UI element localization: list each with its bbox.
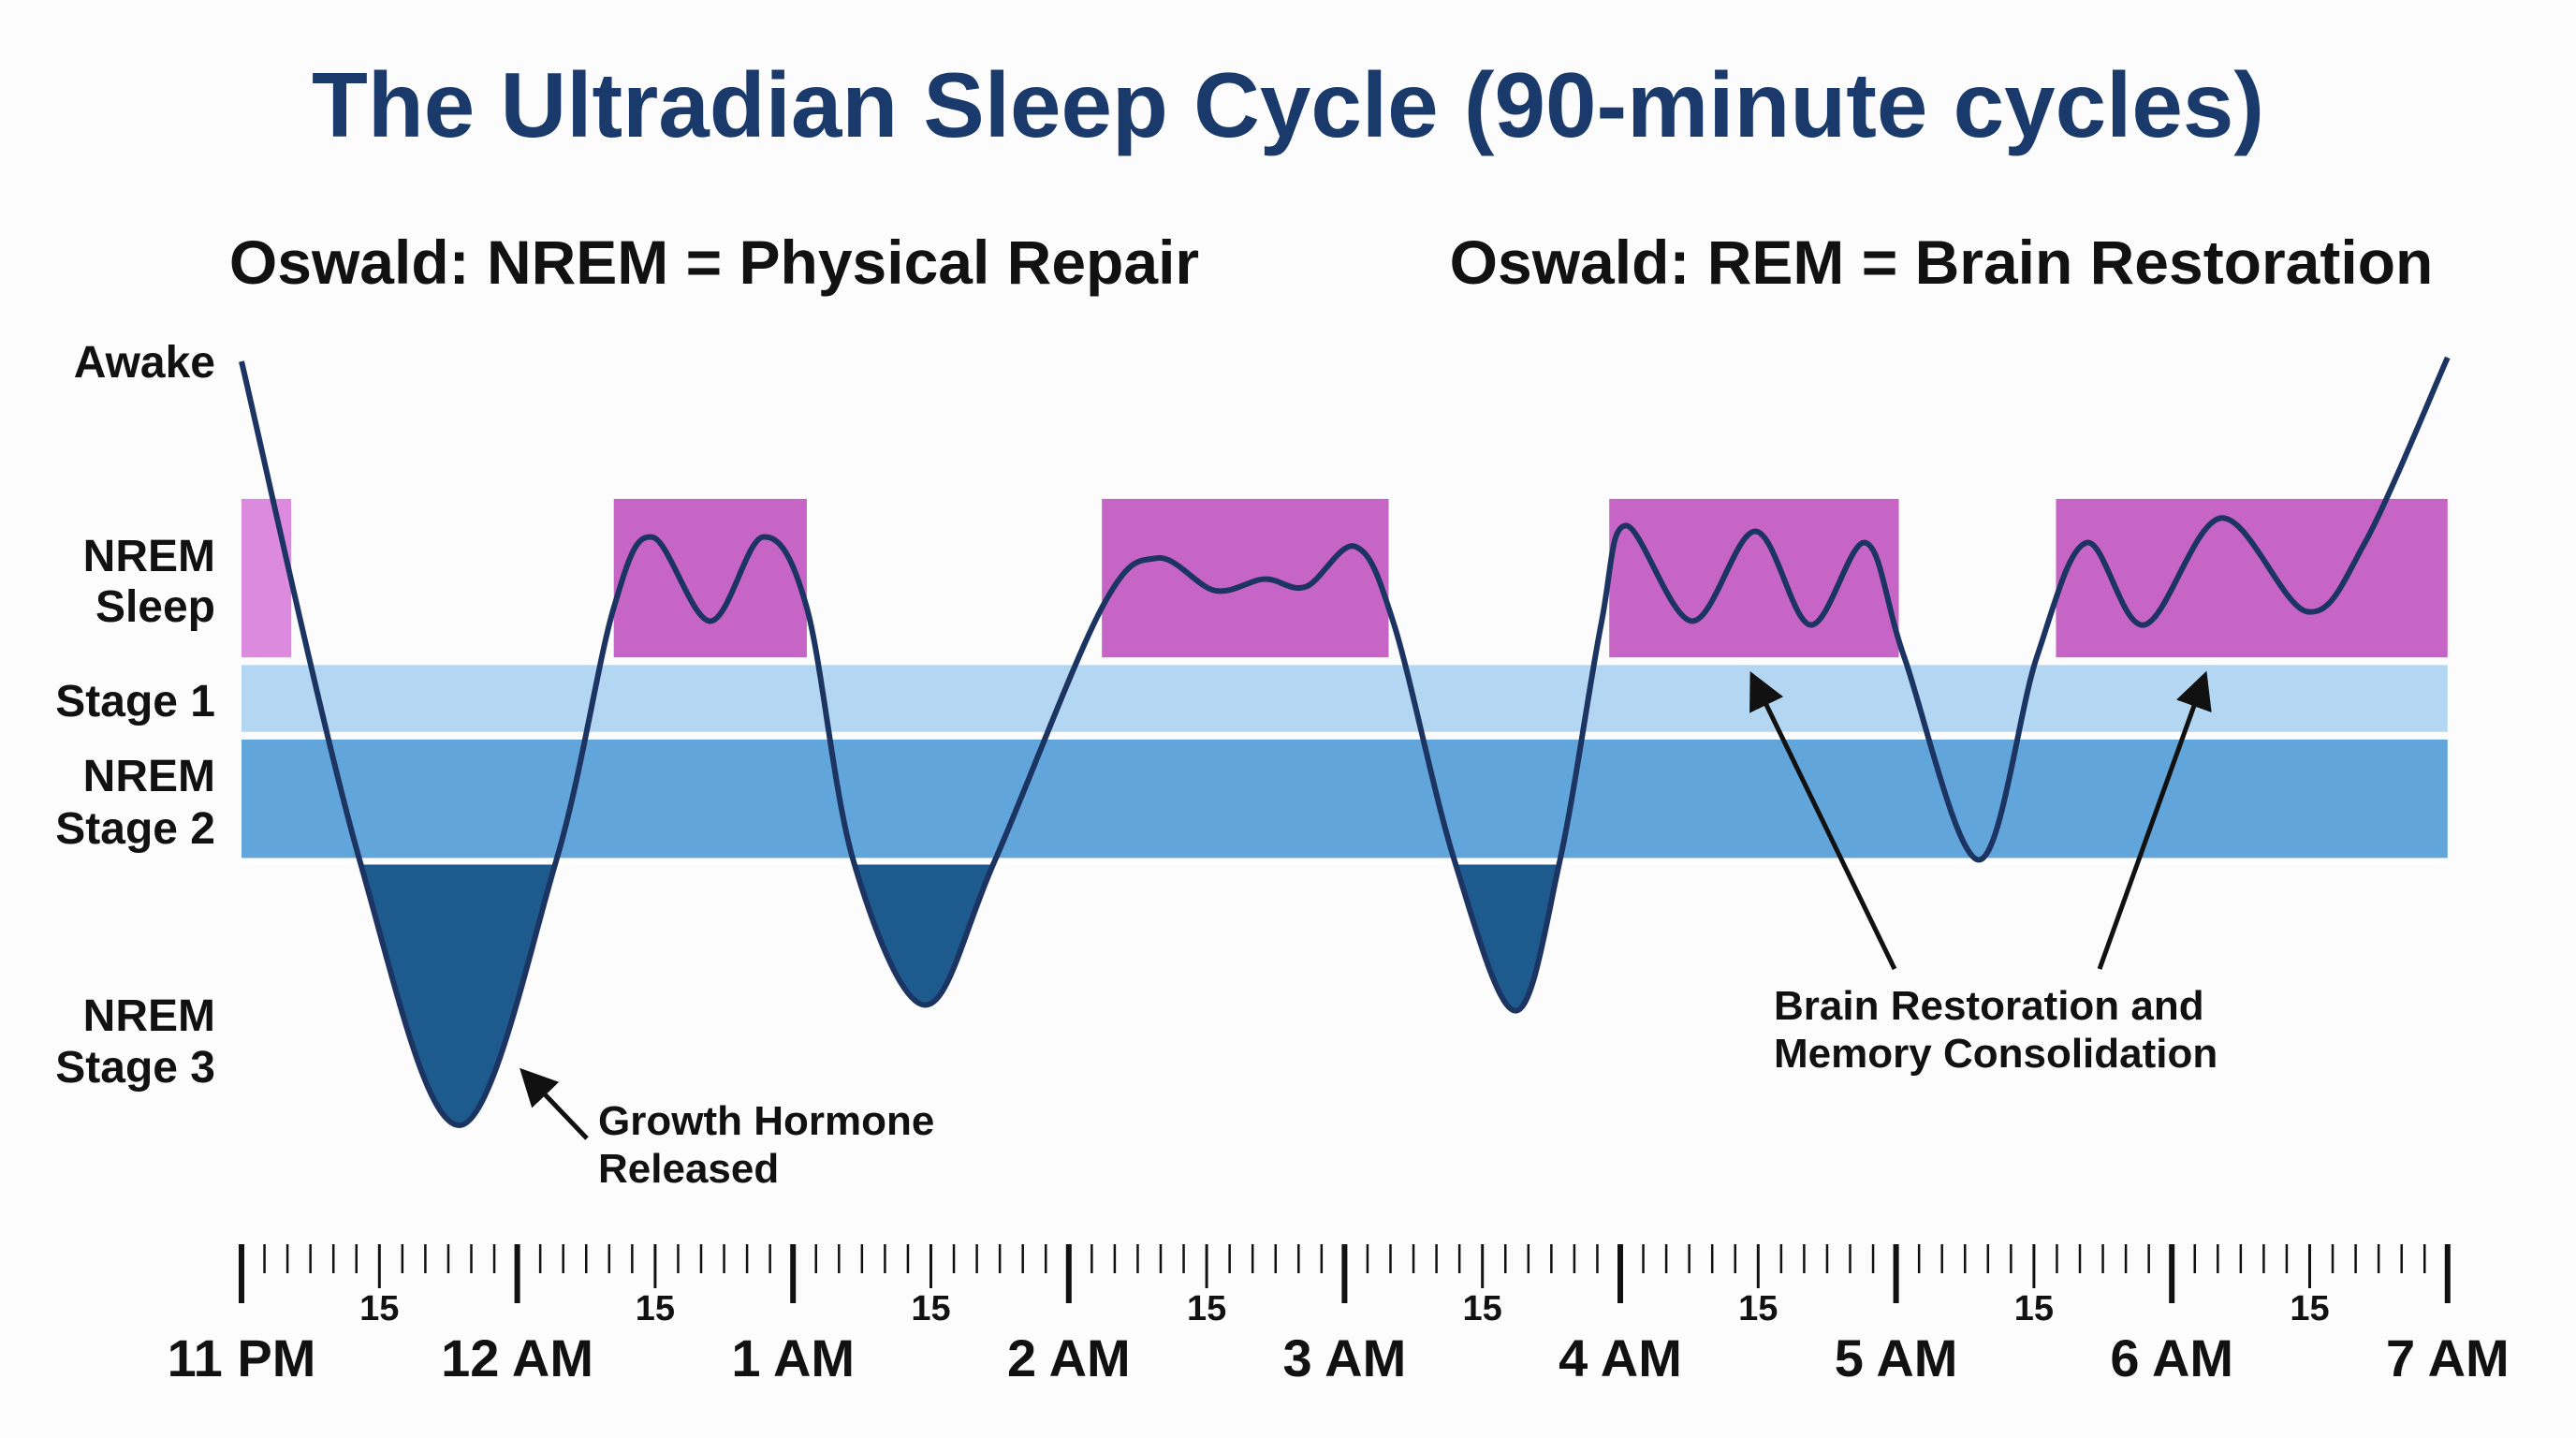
ylabel-awake: Awake — [74, 338, 215, 388]
hour-label: 11 PM — [168, 1328, 316, 1387]
stage2-band — [242, 739, 2448, 858]
minor-tick-label: 15 — [1738, 1289, 1778, 1328]
minor-tick-label: 15 — [2014, 1289, 2054, 1328]
annotation-text: Memory Consolidation — [1774, 1031, 2217, 1077]
rem-period-box — [242, 498, 292, 658]
rem-period-box — [1102, 498, 1389, 658]
hour-label: 1 AM — [731, 1328, 855, 1387]
rem-period-box — [2056, 498, 2448, 658]
subtitle-rem: Oswald: REM = Brain Restoration — [1450, 227, 2434, 297]
ylabel-stage2-2: Stage 2 — [55, 804, 215, 854]
minor-tick-label: 15 — [2290, 1289, 2329, 1328]
arrow-brain-restoration-2 — [2097, 670, 2212, 970]
subtitle-nrem: Oswald: NREM = Physical Repair — [229, 227, 1199, 297]
annotation-text: Growth Hormone — [598, 1098, 934, 1144]
rem-period-box — [613, 498, 807, 658]
hour-label: 7 AM — [2386, 1328, 2510, 1387]
annotation-text: Brain Restoration and — [1774, 983, 2204, 1029]
stage3-deep-sleep-fill — [359, 862, 1560, 1125]
ylabel-stage3-2: Stage 3 — [55, 1043, 215, 1093]
stage1-band — [242, 665, 2448, 732]
ylabel-stage2-1: NREM — [83, 752, 215, 801]
hour-label: 3 AM — [1283, 1328, 1407, 1387]
ylabel-stage1: Stage 1 — [55, 677, 215, 726]
sleep-stage-curve — [239, 356, 2451, 1128]
ylabel-rem-1: NREM — [83, 532, 215, 581]
hour-label: 12 AM — [441, 1328, 593, 1387]
hour-label: 5 AM — [1835, 1328, 1958, 1387]
minor-tick-label: 15 — [1463, 1289, 1502, 1328]
minor-tick-label: 15 — [911, 1289, 950, 1328]
arrow-growth-hormone — [520, 1067, 589, 1140]
arrow-brain-restoration-1 — [1749, 671, 1897, 971]
annotation-text: Released — [598, 1146, 779, 1192]
y-axis-labels: Awake NREM Sleep Stage 1 NREM Stage 2 NR… — [55, 338, 215, 1093]
hour-label: 6 AM — [2110, 1328, 2233, 1387]
minor-tick-label: 15 — [636, 1289, 675, 1328]
chart-title: The Ultradian Sleep Cycle (90-minute cyc… — [312, 53, 2264, 156]
time-axis: 15 15 15 15 15 15 15 15 11 PM 12 AM 1 AM 2 AM 3 AM 4 … — [168, 1244, 2510, 1387]
sleep-curve-group — [239, 356, 2451, 1128]
annotation-brain-restoration: Brain Restoration and Memory Consolidati… — [1749, 670, 2217, 1077]
ylabel-stage3-1: NREM — [83, 991, 215, 1041]
ylabel-rem-2: Sleep — [95, 582, 215, 632]
annotation-growth-hormone: Growth Hormone Released — [520, 1067, 934, 1192]
minor-tick-label: 15 — [1187, 1289, 1226, 1328]
hour-label: 2 AM — [1007, 1328, 1131, 1387]
hour-label: 4 AM — [1559, 1328, 1682, 1387]
minor-tick-label: 15 — [359, 1289, 399, 1328]
stage-bands — [242, 498, 2448, 858]
rem-period-box — [1609, 498, 1899, 658]
